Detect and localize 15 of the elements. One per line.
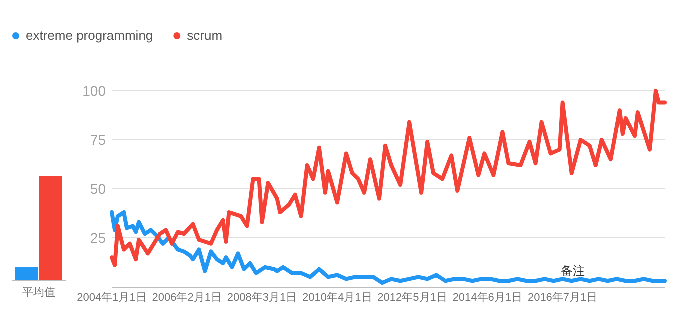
x-tick-label: 平均值: [22, 287, 56, 299]
x-tick-label: 2010年4月1日: [302, 292, 372, 304]
legend-label: extreme programming: [26, 28, 154, 43]
x-tick-label: 2014年6月1日: [452, 292, 523, 304]
x-tick-label: 2008年3月1日: [227, 292, 298, 304]
legend-label: scrum: [187, 28, 223, 43]
x-tick-label: 2004年1月1日: [77, 292, 147, 304]
x-tick-label: 2016年7月1日: [528, 292, 598, 304]
y-tick-label: 25: [90, 230, 106, 246]
x-tick-label: 2006年2月1日: [152, 292, 222, 304]
x-tick-label: 2012年5月1日: [378, 292, 448, 304]
y-tick-label: 50: [90, 181, 106, 197]
y-tick-label: 75: [90, 132, 106, 148]
y-tick-label: 100: [82, 83, 106, 99]
annotation: 备注: [561, 264, 585, 278]
